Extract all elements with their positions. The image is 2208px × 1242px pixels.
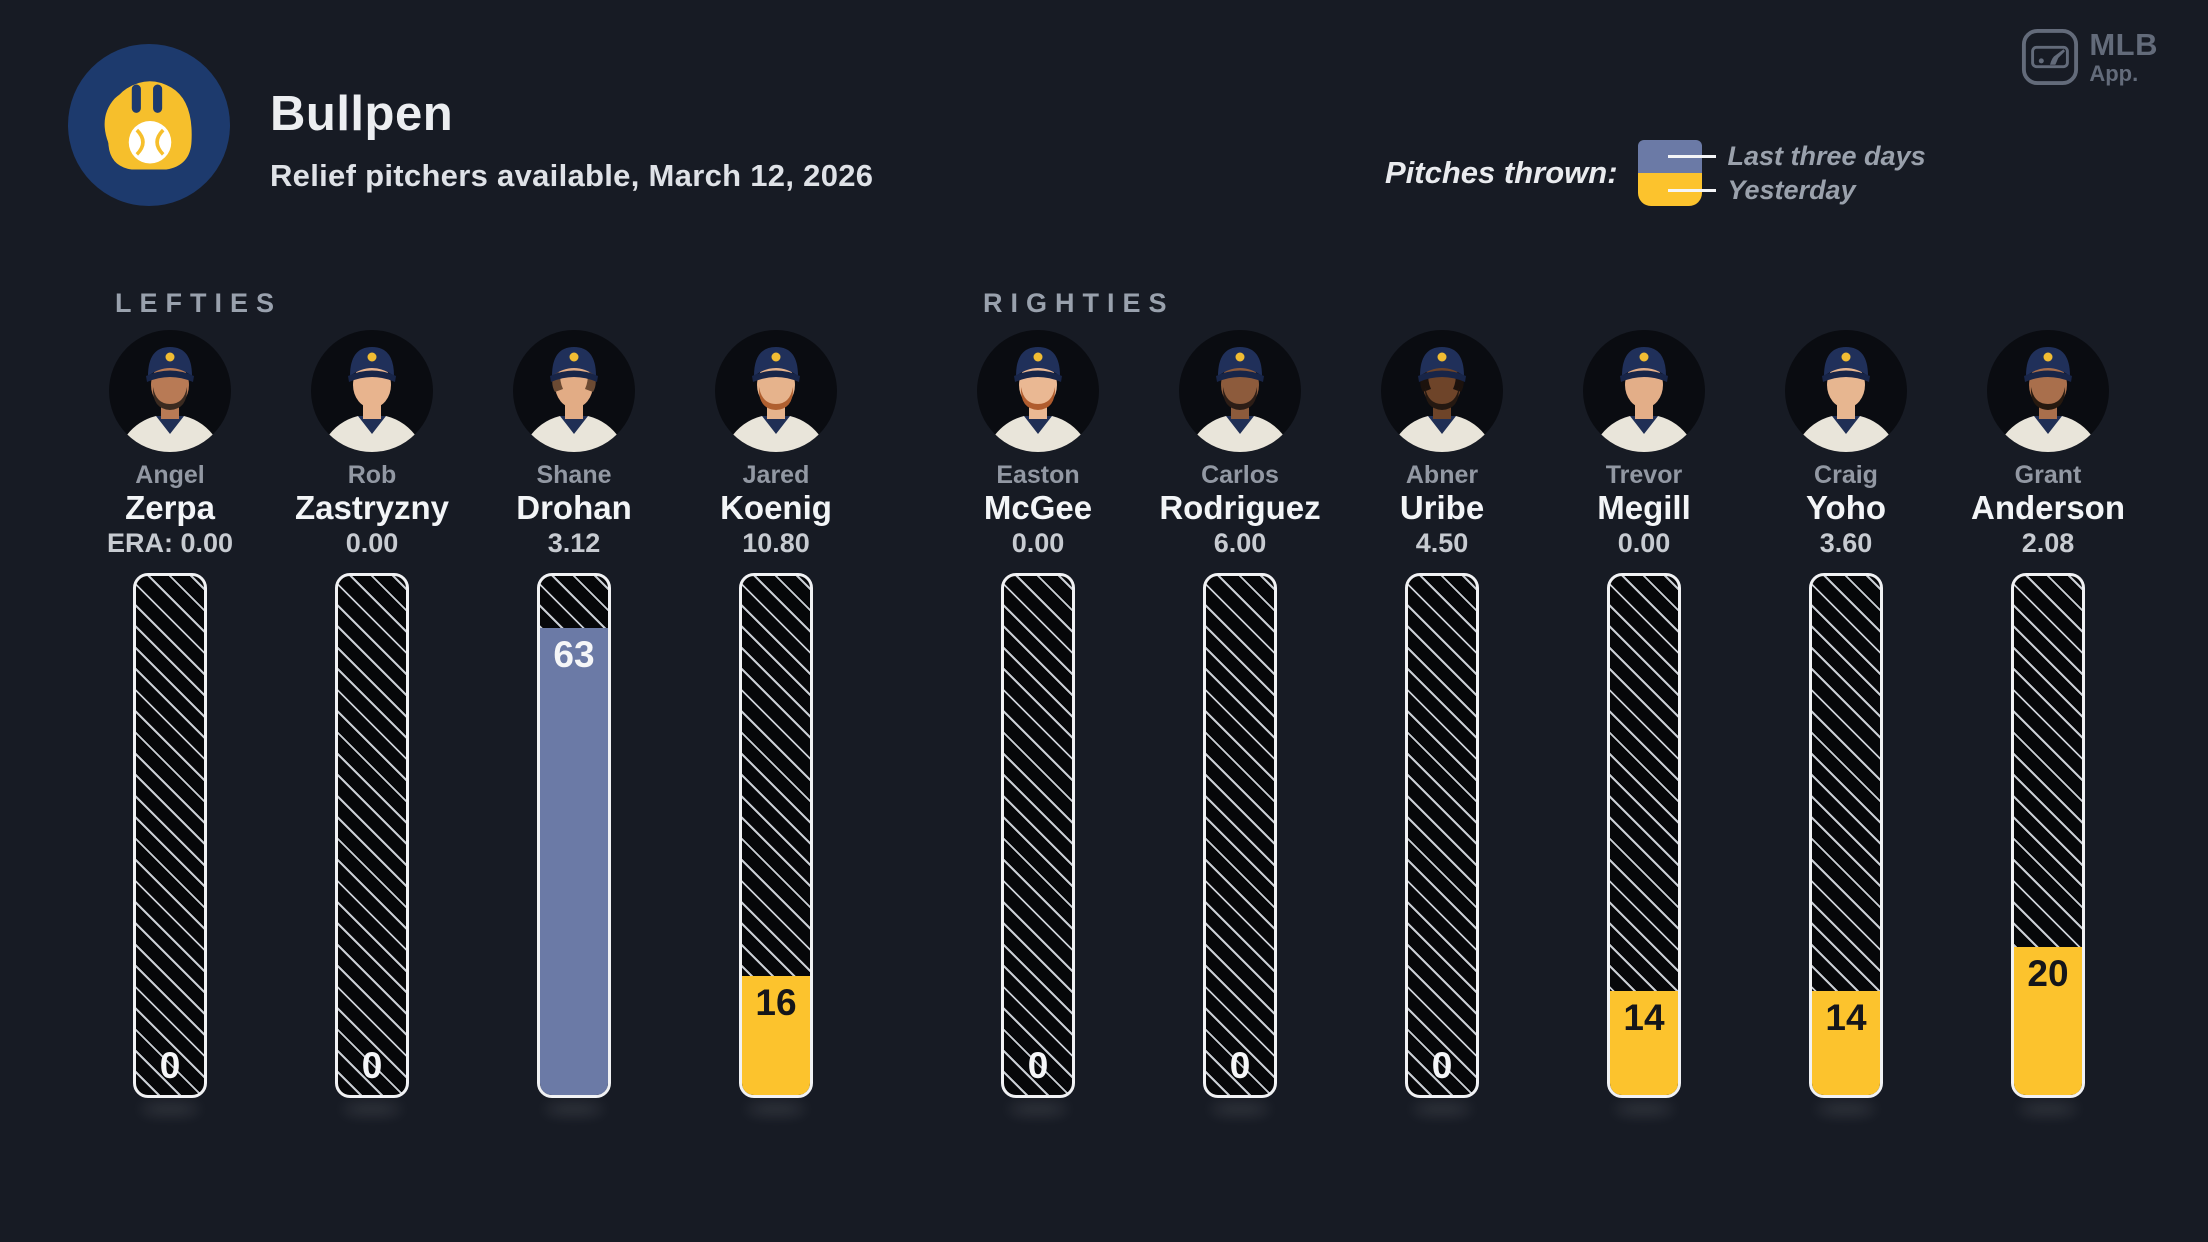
player-avatar [1178,329,1302,453]
player-era: 0.00 [1011,528,1065,558]
legend-connector-line [1667,154,1716,158]
pitcher-board: LEFTIES Angel Zerpa ERA: 0.00 0 Rob Zastryzn [69,288,2149,1098]
section-label: LEFTIES [115,288,283,318]
section-lefties: LEFTIES Angel Zerpa ERA: 0.00 0 Rob Zastryzn [69,288,877,1098]
section-righties: RIGHTIES Easton McGee 0.00 0 Carlos Rodrigue [937,288,2149,1098]
player-last-name: McGee [983,489,1093,526]
pitch-count-bar: 0 [335,573,409,1098]
pitch-count-value: 0 [1431,1045,1453,1086]
pitch-count-bar: 16 [739,573,813,1098]
player-avatar [1784,329,1908,453]
bar-fill-yesterday: 16 [742,976,810,1095]
legend-connector-line [1667,188,1716,192]
player-first-name: Trevor [1605,461,1683,489]
player-avatar [512,329,636,453]
pitch-count-bar: 0 [1203,573,1277,1098]
player-first-name: Abner [1405,461,1479,489]
pitcher-card: Trevor Megill 0.00 14 [1543,329,1745,1098]
pitch-count-value: 14 [1623,997,1665,1039]
pitcher-card: Craig Yoho 3.60 14 [1745,329,1947,1098]
player-era: ERA: 0.00 [106,528,234,558]
player-avatar [108,329,232,453]
legend-title: Pitches thrown: [1385,155,1618,190]
pitch-count-bar: 0 [133,573,207,1098]
player-last-name: Yoho [1805,489,1887,526]
player-avatar [1380,329,1504,453]
player-avatar [1582,329,1706,453]
header: Bullpen Relief pitchers available, March… [270,86,873,194]
pitcher-card: Carlos Rodriguez 6.00 0 [1139,329,1341,1098]
pitcher-card: Rob Zastryzny 0.00 0 [271,329,473,1098]
pitch-count-value: 0 [361,1045,383,1086]
player-last-name: Koenig [720,489,832,526]
pitch-count-value: 63 [553,633,595,675]
pitcher-card: Angel Zerpa ERA: 0.00 0 [69,329,271,1098]
pitch-count-bar: 14 [1809,573,1883,1098]
player-avatar [714,329,838,453]
player-first-name: Carlos [1201,461,1279,489]
pitcher-card: Jared Koenig 10.80 16 [675,329,877,1098]
player-first-name: Jared [742,461,810,489]
pitch-count-value: 0 [159,1045,181,1086]
player-avatar [976,329,1100,453]
player-era: 0.00 [1617,528,1671,558]
pitcher-card: Shane Drohan 3.12 63 [473,329,675,1098]
player-last-name: Uribe [1399,489,1485,526]
player-era: 4.50 [1415,528,1469,558]
player-first-name: Angel [135,461,205,489]
legend-item-last-three-days: Last three days [1667,141,1926,172]
pitch-count-value: 0 [1229,1045,1251,1086]
brewers-logo-icon [68,44,230,206]
legend-item-yesterday: Yesterday [1667,175,1926,206]
player-era: 3.12 [547,528,601,558]
mlb-app-text: MLB [2089,27,2158,62]
player-first-name: Grant [2014,461,2082,489]
pitch-count-value: 16 [755,982,797,1024]
legend: Pitches thrown: Last three days Yesterda… [1385,140,1926,206]
player-avatar [1986,329,2110,453]
player-first-name: Craig [1814,461,1878,489]
page-subtitle: Relief pitchers available, March 12, 202… [270,158,874,193]
pitcher-card: Easton McGee 0.00 0 [937,329,1139,1098]
pitch-count-value: 20 [2027,952,2069,994]
player-first-name: Shane [536,461,612,489]
bar-fill-yesterday: 14 [1812,991,1880,1095]
pitch-count-bar: 20 [2011,573,2085,1098]
player-last-name: Rodriguez [1159,489,1321,526]
player-last-name: Drohan [516,489,632,526]
pitch-count-bar: 0 [1001,573,1075,1098]
player-avatar [310,329,434,453]
mlb-batter-icon [2022,28,2079,86]
player-first-name: Rob [347,461,397,489]
player-last-name: Anderson [1970,489,2125,526]
section-label: RIGHTIES [983,288,1175,318]
player-era: 2.08 [2021,528,2075,558]
player-last-name: Zerpa [125,489,215,526]
player-first-name: Easton [996,461,1080,489]
player-last-name: Zastryzny [294,489,450,526]
pitch-count-bar: 0 [1405,573,1479,1098]
page-title: Bullpen [270,87,454,141]
legend-swatch-icon [1637,140,1702,206]
player-era: 3.60 [1819,528,1873,558]
player-era: 6.00 [1213,528,1267,558]
player-last-name: Megill [1597,489,1691,526]
pitch-count-bar: 63 [537,573,611,1098]
pitcher-card: Abner Uribe 4.50 0 [1341,329,1543,1098]
bar-fill-last-three-days: 63 [540,627,608,1095]
bar-fill-yesterday: 14 [1610,991,1678,1095]
bar-fill-yesterday: 20 [2014,946,2082,1095]
pitcher-card: Grant Anderson 2.08 20 [1947,329,2149,1098]
player-era: 0.00 [345,528,399,558]
mlb-app-logo: MLB App. [2021,28,2158,86]
pitch-count-bar: 14 [1607,573,1681,1098]
player-era: 10.80 [742,528,810,558]
pitch-count-value: 0 [1027,1045,1049,1086]
pitch-count-value: 14 [1825,997,1867,1039]
